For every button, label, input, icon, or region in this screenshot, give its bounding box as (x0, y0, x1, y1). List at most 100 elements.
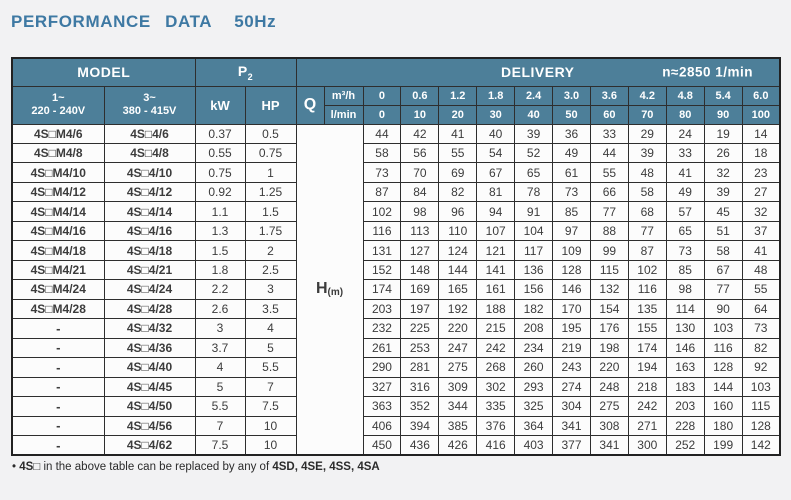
kw-value-cell: 1.8 (194, 259, 246, 281)
head-value-cell: 203 (665, 396, 705, 417)
table-row: 4S□M4/12 4S□4/12 0.92 1.25 87 84 82 81 78 73 66 58 4… (11, 181, 781, 203)
model-1phase-cell: 4S□M4/10 (11, 162, 105, 183)
head-value-cell: 73 (741, 318, 781, 339)
head-value-cell: 293 (514, 376, 554, 398)
head-value-cell: 341 (552, 415, 591, 437)
header-row-units-m3h: 1~ 220 - 240V 3~ 380 - 415V kW HP Q m³/h… (11, 85, 781, 125)
table-row: -4S□4/40 4 5.5 290 281 275 268 260 243 220 194 163 1… (11, 357, 781, 378)
head-value-cell: 135 (627, 298, 667, 320)
head-value-cell: 64 (741, 298, 781, 320)
head-value-cell: 37 (741, 220, 781, 242)
footnote-model-placeholder: 4S□ (19, 461, 41, 473)
footnote-model-list: 4SD, 4SE, 4SS, 4SA (272, 461, 380, 473)
model-1phase-cell: 4S□M4/6 (11, 123, 105, 144)
hp-value-cell: 0.5 (244, 123, 297, 144)
table-row: 4S□M4/18 4S□4/18 1.5 2 131 127 124 121 117 109 99 8… (11, 240, 781, 261)
head-value-cell: 116 (703, 337, 743, 359)
head-value-cell: 44 (362, 123, 402, 144)
head-value-cell: 154 (589, 298, 629, 320)
model-3phase-cell: 4S□4/21 (103, 259, 196, 281)
head-value-cell: 107 (476, 220, 516, 242)
kw-value-cell: 0.55 (194, 142, 246, 164)
head-value-cell: 33 (589, 123, 629, 144)
header-row-groups: MODEL P2 DELIVERY n≈2850 1/min (11, 57, 781, 87)
hp-value-cell: 7 (244, 376, 297, 398)
flow-m3h-value: 3.0 (552, 85, 591, 106)
model-3phase-cell: 4S□4/14 (103, 201, 196, 222)
head-value-cell: 103 (703, 318, 743, 339)
hp-value-cell: 2 (244, 240, 297, 261)
flow-m3h-value: 0 (362, 85, 402, 106)
header-3phase-voltage: 3~ 380 - 415V (103, 85, 196, 125)
kw-value-cell: 7.5 (194, 435, 246, 456)
head-value-cell: 23 (741, 162, 781, 183)
head-value-cell: 252 (665, 435, 705, 456)
model-3phase-cell: 4S□4/28 (103, 298, 196, 320)
head-value-cell: 218 (627, 376, 667, 398)
table-row: 4S□M4/10 4S□4/10 0.75 1 73 70 69 67 65 61 55 48 41 32… (11, 162, 781, 183)
hp-value-cell: 1.5 (244, 201, 297, 222)
table-row: -4S□4/56 7 10 406 394 385 376 364 341 308 271 228 18… (11, 415, 781, 437)
table-row: 4S□M4/21 4S□4/21 1.8 2.5 152 148 144 141 136 128 1… (11, 259, 781, 281)
head-value-cell: 33 (665, 142, 705, 164)
phase1-voltage: 220 - 240V (31, 105, 86, 117)
model-1phase-cell: 4S□M4/8 (11, 142, 105, 164)
flow-m3h-value: 5.4 (703, 85, 743, 106)
header-model: MODEL (11, 57, 196, 87)
head-value-cell: 243 (552, 357, 591, 378)
footnote-bullet: • (12, 461, 20, 473)
head-value-cell: 82 (741, 337, 781, 359)
kw-value-cell: 1.1 (194, 201, 246, 222)
head-value-cell: 271 (627, 415, 667, 437)
head-value-cell: 99 (589, 240, 629, 261)
head-value-cell: 327 (362, 376, 402, 398)
head-value-cell: 44 (589, 142, 629, 164)
flow-lmin-value: 0 (362, 104, 402, 125)
head-value-cell: 169 (400, 279, 440, 300)
head-value-cell: 242 (476, 337, 516, 359)
kw-value-cell: 2.2 (194, 279, 246, 300)
head-value-cell: 128 (703, 357, 743, 378)
head-value-cell: 192 (438, 298, 478, 320)
header-lmin-unit: l/min (323, 104, 364, 125)
flow-lmin-value: 30 (476, 104, 516, 125)
head-value-cell: 426 (438, 435, 478, 456)
model-3phase-cell: 4S□4/56 (103, 415, 196, 437)
head-value-cell: 39 (627, 142, 667, 164)
model-3phase-cell: 4S□4/62 (103, 435, 196, 456)
head-value-cell: 215 (476, 318, 516, 339)
head-value-cell: 116 (627, 279, 667, 300)
head-value-cell: 116 (362, 220, 402, 242)
head-value-cell: 48 (741, 259, 781, 281)
head-value-cell: 124 (438, 240, 478, 261)
head-value-cell: 403 (514, 435, 554, 456)
head-value-cell: 198 (589, 337, 629, 359)
table-row: 4S□M4/24 4S□4/24 2.2 3 174 169 165 161 156 146 132… (11, 279, 781, 300)
footnote: • 4S□ in the above table can be replaced… (12, 461, 380, 473)
model-3phase-cell: 4S□4/16 (103, 220, 196, 242)
head-value-cell: 268 (476, 357, 516, 378)
phase1-symbol: 1~ (51, 92, 65, 104)
flow-lmin-value: 50 (552, 104, 591, 125)
hp-value-cell: 1.75 (244, 220, 297, 242)
head-value-cell: 77 (627, 220, 667, 242)
flow-m3h-value: 4.2 (627, 85, 667, 106)
model-3phase-cell: 4S□4/18 (103, 240, 196, 261)
head-value-cell: 300 (627, 435, 667, 456)
flow-m3h-value: 3.6 (589, 85, 629, 106)
head-value-cell: 148 (400, 259, 440, 281)
head-value-cell: 18 (741, 142, 781, 164)
head-value-cell: 394 (400, 415, 440, 437)
kw-value-cell: 1.5 (194, 240, 246, 261)
head-value-cell: 32 (741, 201, 781, 222)
title-frequency: 50Hz (234, 12, 277, 31)
table-row: -4S□4/32 3 4 232 225 220 215 208 195 176 155 130 103… (11, 318, 781, 339)
kw-value-cell: 5.5 (194, 396, 246, 417)
head-value-cell: 98 (400, 201, 440, 222)
header-1phase-voltage: 1~ 220 - 240V (11, 85, 105, 125)
kw-value-cell: 0.37 (194, 123, 246, 144)
head-value-cell: 203 (362, 298, 402, 320)
head-value-cell: 220 (589, 357, 629, 378)
head-value-cell: 65 (514, 162, 554, 183)
head-value-cell: 55 (438, 142, 478, 164)
